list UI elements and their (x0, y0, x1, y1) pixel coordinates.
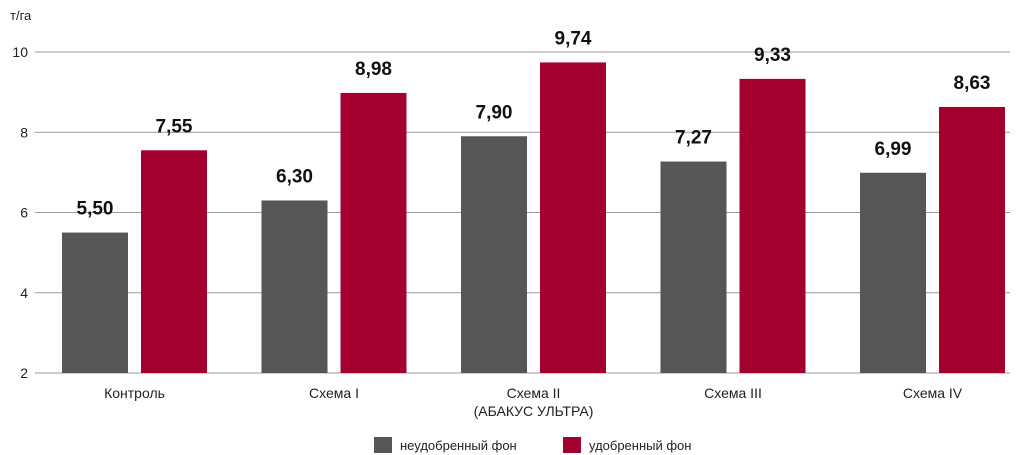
bar-unfertilized (461, 136, 527, 373)
bar-value-label: 5,50 (77, 199, 114, 220)
bar-value-label: 7,90 (476, 102, 513, 123)
x-axis: Контроль Схема I Схема II (АБАКУС УЛЬТРА) Сх… (104, 385, 963, 419)
bar-unfertilized (261, 200, 328, 373)
bar-value-label: 9,74 (555, 28, 592, 49)
y-axis-unit-label: т/га (10, 8, 32, 23)
bar-unfertilized (860, 172, 926, 373)
x-category-label: (АБАКУС УЛЬТРА) (474, 403, 594, 419)
bar-fertilized (340, 92, 407, 374)
bar-fertilized (540, 62, 606, 374)
legend: неудобренный фон удобренный фон (374, 437, 691, 453)
x-category-label: Контроль (104, 385, 165, 401)
bars (62, 62, 1005, 374)
x-category-label: Схема IV (903, 385, 963, 401)
y-tick-label: 6 (20, 205, 28, 221)
y-tick-label: 10 (12, 44, 28, 60)
bar-unfertilized (660, 161, 727, 373)
legend-unfertilized-swatch (374, 437, 392, 453)
x-category-label: Схема II (507, 385, 561, 401)
y-axis: 2 4 6 8 10 т/га (10, 8, 32, 381)
bar-value-label: 7,27 (675, 128, 712, 149)
bar-value-label: 9,33 (754, 45, 791, 66)
bar-unfertilized (62, 232, 128, 373)
bar-value-label: 8,63 (954, 73, 991, 94)
bar-value-label: 7,55 (156, 116, 193, 137)
x-category-label: Схема I (309, 385, 359, 401)
y-tick-label: 8 (20, 124, 28, 140)
bar-value-label: 6,99 (875, 139, 912, 160)
legend-fertilized-label: удобренный фон (589, 438, 691, 453)
bar-value-label: 6,30 (276, 166, 313, 187)
bar-fertilized (141, 150, 207, 373)
value-labels: 5,50 7,55 6,30 8,98 7,90 9,74 7,27 9,33 6,99 8,63 (77, 28, 991, 219)
y-tick-label: 2 (20, 365, 28, 381)
x-category-label: Схема III (704, 385, 762, 401)
legend-fertilized-swatch (563, 437, 581, 453)
bar-fertilized (739, 78, 806, 373)
bar-value-label: 8,98 (355, 59, 392, 80)
legend-unfertilized-label: неудобренный фон (400, 438, 517, 453)
y-tick-label: 4 (20, 285, 28, 301)
bar-fertilized (939, 106, 1005, 373)
